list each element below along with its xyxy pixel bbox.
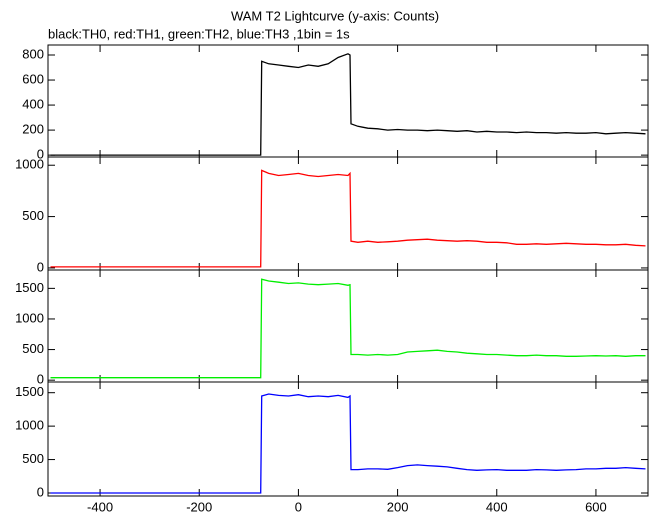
panel-frame [47, 44, 649, 158]
y-tick-label: 1000 [15, 310, 44, 325]
x-tick-label: 200 [387, 499, 409, 514]
y-tick-label: 800 [22, 46, 44, 61]
y-tick-label: 0 [37, 372, 44, 387]
y-tick-label: 0 [37, 147, 44, 162]
y-tick-label: 0 [37, 259, 44, 274]
y-tick-label: 400 [22, 97, 44, 112]
y-tick-label: 500 [22, 451, 44, 466]
y-tick-label: 200 [22, 122, 44, 137]
series-line [50, 278, 646, 379]
x-tick-label: 400 [486, 499, 508, 514]
y-tick-label: 500 [22, 341, 44, 356]
y-tick-label: 600 [22, 71, 44, 86]
y-tick-label: 1500 [15, 280, 44, 295]
x-tick-label: 0 [295, 499, 302, 514]
x-tick-label: 600 [585, 499, 607, 514]
y-tick-label: 1500 [15, 384, 44, 399]
chart-title: WAM T2 Lightcurve (y-axis: Counts) [231, 8, 439, 23]
panel-frame [47, 269, 649, 383]
x-tick-label: -200 [186, 499, 212, 514]
series-line [50, 53, 646, 156]
panel-frame [47, 381, 649, 497]
x-tick-label: -400 [87, 499, 113, 514]
y-tick-label: 1000 [15, 418, 44, 433]
chart-subtitle: black:TH0, red:TH1, green:TH2, blue:TH3 … [48, 26, 350, 41]
panel-frame [47, 156, 649, 271]
series-line [50, 169, 646, 268]
y-tick-label: 1000 [15, 157, 44, 172]
y-tick-label: 500 [22, 208, 44, 223]
series-line [50, 393, 646, 494]
y-tick-label: 0 [37, 484, 44, 499]
